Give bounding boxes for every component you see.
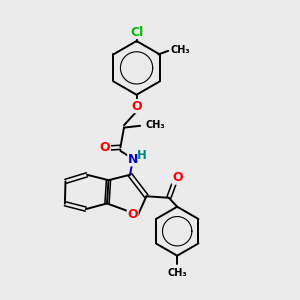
Text: O: O bbox=[100, 141, 110, 154]
Text: O: O bbox=[131, 100, 142, 112]
Text: H: H bbox=[137, 149, 147, 162]
Text: Cl: Cl bbox=[130, 26, 143, 38]
Text: O: O bbox=[172, 171, 183, 184]
Text: N: N bbox=[128, 153, 138, 166]
Text: CH₃: CH₃ bbox=[167, 268, 187, 278]
Text: CH₃: CH₃ bbox=[146, 120, 165, 130]
Text: CH₃: CH₃ bbox=[170, 45, 190, 55]
Text: O: O bbox=[128, 208, 138, 221]
